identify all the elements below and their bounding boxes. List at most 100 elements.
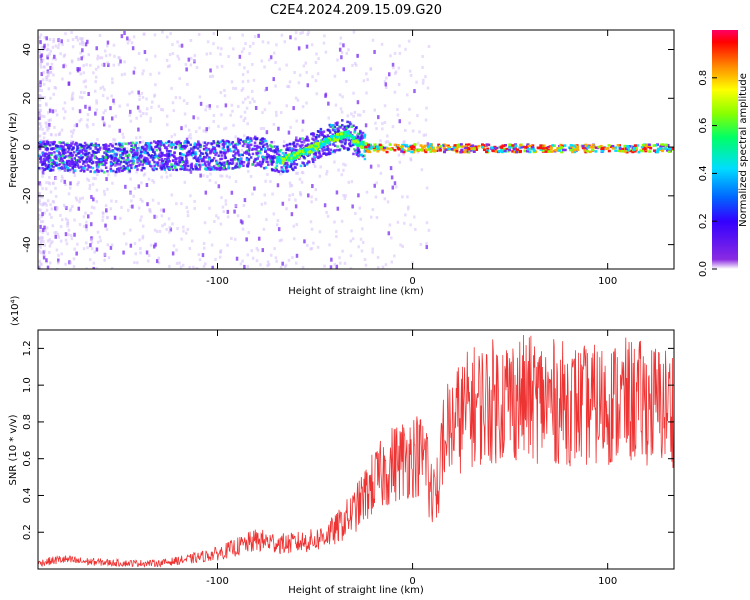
spectrogram-cell: [88, 160, 92, 163]
spectrogram-cell: [304, 151, 308, 155]
spectrogram-cell: [273, 145, 276, 148]
spectrogram-cell: [78, 119, 81, 123]
spectrogram-cell: [62, 107, 65, 111]
spectrogram-cell: [331, 124, 335, 127]
spectrogram-cell: [93, 150, 96, 154]
spectrogram-cell: [342, 43, 345, 48]
spectrogram-cell: [381, 189, 384, 194]
spectrogram-cell: [341, 131, 345, 135]
spectrogram-cell: [327, 138, 331, 142]
spectrogram-cell: [106, 169, 109, 173]
spectrogram-cell: [222, 161, 225, 165]
spectrogram-cell: [151, 198, 155, 202]
spectrogram-cell: [86, 168, 89, 171]
spectrogram-cell: [332, 143, 335, 146]
spectrogram-cell: [41, 203, 45, 207]
spectrogram-cell: [137, 156, 140, 159]
spectrogram-cell: [135, 149, 138, 153]
spectrogram-x-tick-label: 100: [598, 276, 617, 287]
spectrogram-cell: [57, 166, 60, 170]
spectrogram-cell: [232, 150, 236, 153]
spectrogram-cell: [121, 132, 124, 136]
spectrogram-cell: [305, 70, 308, 74]
spectrogram-cell: [95, 46, 98, 51]
spectrogram-cell: [212, 156, 216, 160]
spectrogram-cell: [266, 41, 270, 45]
spectrogram-cell: [55, 207, 59, 211]
spectrogram-cell: [106, 243, 110, 247]
spectrogram-cell: [162, 208, 166, 213]
spectrogram-cell: [219, 146, 222, 150]
spectrogram-cell: [96, 165, 100, 169]
spectrogram-cell: [175, 248, 178, 252]
spectrogram-cell: [94, 147, 98, 150]
spectrogram-cell: [326, 134, 330, 137]
spectrogram-cell: [181, 147, 184, 151]
spectrogram-cell: [287, 258, 291, 262]
spectrogram-cell: [77, 57, 81, 61]
spectrogram-cell: [397, 153, 401, 157]
spectrogram-cell: [118, 143, 121, 146]
spectrogram-cell: [350, 135, 354, 139]
spectrogram-y-tick-label: 20: [22, 92, 33, 105]
spectrogram-cell: [124, 184, 127, 189]
spectrogram-cell: [209, 172, 212, 176]
spectrogram-cell: [52, 40, 55, 44]
spectrogram-cell: [153, 164, 156, 168]
spectrogram-cell: [255, 144, 259, 148]
colorbar-gradient: [712, 30, 738, 269]
spectrogram-cell: [60, 218, 64, 222]
spectrogram-cell: [226, 209, 230, 214]
spectrogram-cell: [229, 149, 233, 153]
spectrogram-cell: [87, 145, 90, 149]
spectrogram-cell: [637, 150, 641, 154]
spectrogram-cell: [272, 212, 276, 216]
spectrogram-cell: [351, 63, 354, 67]
spectrogram-cell: [626, 144, 630, 148]
spectrogram-cell: [207, 147, 211, 151]
spectrogram-cell: [172, 109, 176, 113]
spectrogram-cell: [231, 162, 235, 165]
spectrogram-cell: [49, 132, 53, 136]
spectrogram-cell: [142, 173, 146, 177]
spectrogram-cell: [186, 164, 190, 168]
spectrogram-cell: [313, 157, 317, 162]
spectrogram-cell: [66, 166, 70, 170]
spectrogram-cell: [267, 163, 270, 166]
spectrogram-cell: [48, 250, 51, 254]
spectrogram-cell: [179, 164, 183, 168]
spectrogram-cell: [78, 143, 81, 146]
spectrogram-cell: [361, 227, 364, 231]
spectrogram-cell: [241, 259, 244, 263]
spectrogram-cell: [97, 163, 101, 166]
spectrogram-cell: [75, 154, 78, 157]
spectrogram-cell: [397, 82, 401, 86]
spectrogram-cell: [422, 145, 426, 149]
spectrogram-cell: [44, 102, 48, 106]
spectrogram-cell: [635, 144, 639, 147]
spectrogram-cell: [326, 148, 330, 151]
spectrogram-cell: [130, 141, 133, 145]
spectrogram-cell: [219, 249, 223, 253]
spectrogram-cell: [355, 126, 358, 129]
spectrogram-cell: [299, 193, 303, 197]
snr-x-label: Height of straight line (km): [288, 585, 424, 596]
spectrogram-cell: [317, 57, 320, 61]
spectrogram-cell: [340, 219, 344, 223]
spectrogram-cell: [82, 247, 86, 251]
spectrogram-cell: [291, 256, 294, 260]
spectrogram-cell: [333, 125, 337, 129]
spectrogram-cell: [348, 138, 351, 142]
spectrogram-cell: [68, 71, 72, 75]
spectrogram-cell: [84, 159, 88, 162]
spectrogram-cell: [71, 38, 75, 42]
spectrogram-cell: [425, 106, 428, 110]
spectrogram-cell: [277, 126, 280, 131]
spectrogram-cell: [145, 142, 149, 145]
spectrogram-cell: [314, 60, 318, 64]
spectrogram-cell: [133, 187, 137, 191]
spectrogram-cell: [356, 140, 360, 144]
spectrogram-cell: [147, 162, 151, 166]
spectrogram-cell: [38, 144, 42, 148]
spectrogram-cell: [393, 254, 396, 258]
